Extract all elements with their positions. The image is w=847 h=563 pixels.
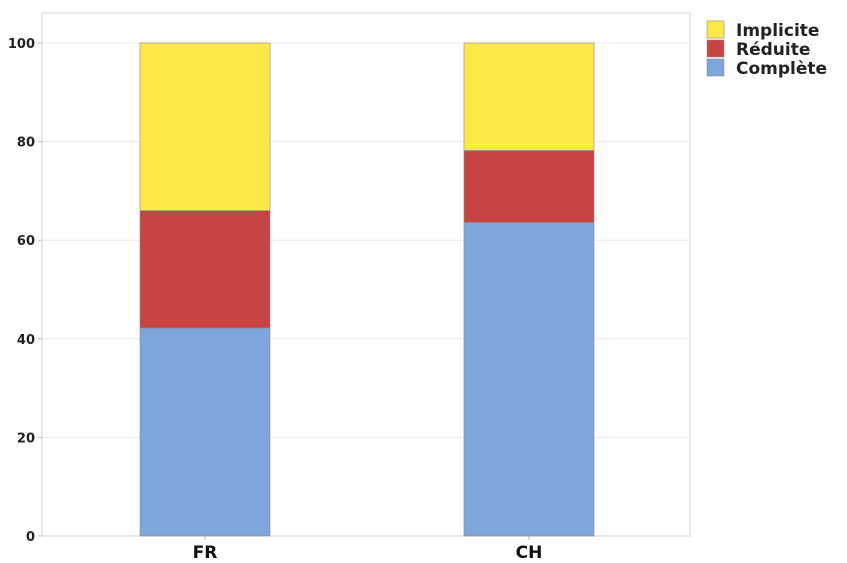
legend-swatch [707,59,724,76]
y-tick-label: 100 [8,37,35,52]
y-axis: 0 20 40 60 80 100 [8,37,42,545]
legend-label: Réduite [736,40,810,60]
x-tick-label: FR [193,543,218,563]
y-tick-label: 0 [26,530,35,545]
x-tick-label: CH [516,543,543,563]
legend-swatch [707,40,724,57]
y-tick-label: 40 [17,333,35,348]
x-axis: FR CH [193,536,543,563]
bar-segment [140,328,270,536]
legend-swatch [707,21,724,38]
bar-segment [140,211,270,328]
legend-label: Implicite [736,21,819,41]
legend-label: Complète [736,59,827,79]
y-tick-label: 80 [17,136,35,151]
y-tick-label: 20 [17,431,35,446]
bar-segment [140,43,270,211]
bar-segment [464,222,594,536]
bar-segment [464,43,594,150]
bar-segment [464,150,594,222]
y-tick-label: 60 [17,234,35,249]
